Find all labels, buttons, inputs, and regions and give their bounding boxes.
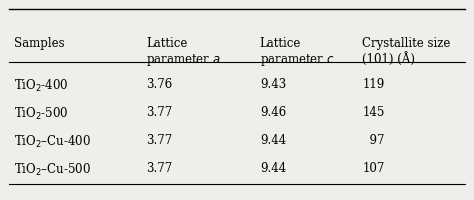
Text: 107: 107 [362,161,384,174]
Text: 3.76: 3.76 [146,78,172,91]
Text: 119: 119 [362,78,384,91]
Text: 3.77: 3.77 [146,106,172,119]
Text: 9.43: 9.43 [260,78,286,91]
Text: TiO$_2$-500: TiO$_2$-500 [14,106,69,122]
Text: TiO$_2$-400: TiO$_2$-400 [14,78,69,94]
Text: 3.77: 3.77 [146,134,172,147]
Text: TiO$_2$–Cu-500: TiO$_2$–Cu-500 [14,161,91,177]
Text: 97: 97 [362,134,384,147]
Text: 9.46: 9.46 [260,106,286,119]
Text: Crystallite size
(101) (Å): Crystallite size (101) (Å) [362,37,450,66]
Text: Samples: Samples [14,37,64,50]
Text: 145: 145 [362,106,384,119]
Text: Lattice
parameter $a$: Lattice parameter $a$ [146,37,221,68]
Text: 3.77: 3.77 [146,161,172,174]
Text: 9.44: 9.44 [260,134,286,147]
Text: TiO$_2$–Cu-400: TiO$_2$–Cu-400 [14,134,91,150]
Text: Lattice
parameter $c$: Lattice parameter $c$ [260,37,334,68]
Text: 9.44: 9.44 [260,161,286,174]
